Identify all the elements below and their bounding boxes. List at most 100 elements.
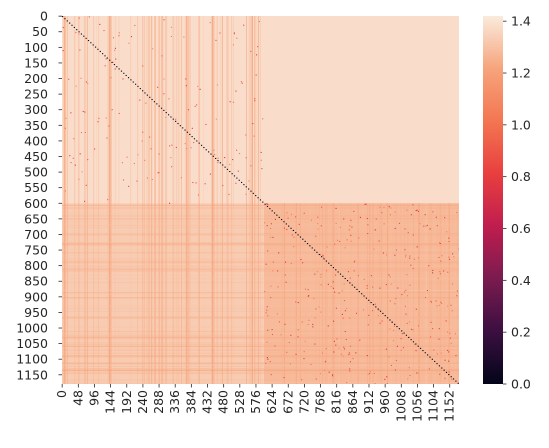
heatmap-diagonal-cell (146, 94, 148, 96)
heatmap-diagonal-cell (330, 264, 332, 266)
heatmap-speck (448, 237, 450, 239)
heatmap-stripe-row (62, 307, 459, 309)
heatmap-speck (417, 210, 420, 212)
heatmap-diagonal-cell (196, 140, 198, 142)
heatmap-diagonal-cell (363, 295, 365, 297)
y-tick-label-50: 50 (32, 24, 48, 39)
heatmap-speck (303, 212, 305, 214)
heatmap-speck (217, 157, 219, 159)
heatmap-stripe-row (62, 274, 459, 276)
heatmap-speck (97, 121, 99, 123)
heatmap-speck (238, 152, 241, 155)
heatmap-diagonal-cell (142, 90, 144, 92)
heatmap-speck (349, 370, 351, 372)
heatmap-stripe-row (62, 370, 459, 372)
heatmap-speck (367, 232, 369, 235)
heatmap-diagonal-cell (139, 88, 141, 90)
heatmap-speck (439, 373, 441, 375)
heatmap-speck (315, 308, 317, 310)
heatmap-stripe-row (62, 234, 459, 236)
heatmap-stripe-col (447, 203, 449, 384)
heatmap-speck (290, 334, 292, 336)
heatmap-speck (315, 378, 317, 380)
heatmap-speck (404, 248, 406, 250)
heatmap-stripe-col (227, 16, 229, 384)
heatmap-stripe-row (62, 368, 459, 370)
heatmap-stripe-col (333, 203, 334, 384)
heatmap-speck (355, 312, 358, 314)
heatmap-diagonal-cell (339, 273, 342, 275)
heatmap-diagonal-cell (401, 330, 403, 332)
heatmap-speck (62, 50, 64, 52)
heatmap-speck (426, 224, 428, 226)
heatmap-stripe-col (433, 203, 435, 384)
heatmap-speck (257, 46, 259, 48)
heatmap-speck (349, 277, 351, 279)
heatmap-stripe-row (62, 260, 459, 262)
heatmap-stripe-col (63, 16, 65, 384)
heatmap-speck (122, 179, 125, 181)
heatmap-diagonal-cell (250, 190, 252, 192)
heatmap-speck (286, 351, 288, 353)
x-tick-label-480: 480 (216, 390, 231, 414)
heatmap-stripe-col (422, 203, 424, 384)
heatmap-speck (288, 341, 290, 344)
heatmap-diagonal-cell (318, 253, 320, 256)
heatmap-speck (384, 378, 386, 380)
heatmap-diagonal-cell (292, 229, 294, 232)
heatmap-speck (410, 214, 412, 216)
heatmap-speck (330, 286, 332, 288)
heatmap-stripe-row (62, 364, 459, 366)
heatmap-stripe-row (62, 326, 459, 328)
heatmap-stripe-col (436, 203, 438, 384)
heatmap-speck (359, 216, 361, 218)
heatmap-diagonal-cell (264, 203, 266, 205)
heatmap-diagonal-cell (87, 40, 90, 42)
heatmap-speck (272, 236, 274, 238)
heatmap-stripe-col (389, 203, 391, 384)
heatmap-stripe-row (62, 368, 459, 369)
heatmap-speck (332, 281, 334, 283)
heatmap-speck (390, 207, 392, 209)
heatmap-speck (213, 149, 215, 151)
heatmap-speck (333, 340, 335, 342)
heatmap-speck (412, 234, 414, 236)
x-tick-label-864: 864 (345, 390, 360, 414)
heatmap-speck (115, 58, 117, 60)
heatmap-stripe-col (222, 16, 223, 384)
heatmap-speck (145, 102, 147, 104)
y-tick-label-500: 500 (24, 165, 48, 180)
heatmap-stripe-row (62, 297, 459, 299)
heatmap-stripe-col (220, 16, 222, 384)
heatmap-diagonal-cell (177, 122, 179, 125)
heatmap-stripe-row (62, 204, 459, 206)
heatmap-speck (395, 297, 397, 300)
heatmap-speck (192, 181, 194, 184)
heatmap-speck (274, 218, 277, 220)
heatmap-speck (169, 145, 171, 147)
heatmap-speck (65, 117, 67, 119)
heatmap-speck (296, 383, 298, 384)
heatmap-stripe-row (62, 356, 459, 358)
heatmap-stripe-row (62, 382, 459, 383)
heatmap-speck (448, 371, 450, 373)
heatmap-stripe-row (62, 225, 459, 227)
heatmap-stripe-row (62, 219, 459, 220)
heatmap-speck (79, 49, 81, 51)
heatmap-speck (401, 293, 403, 296)
heatmap-speck (405, 254, 407, 256)
heatmap-speck (394, 369, 396, 371)
heatmap-speck (336, 239, 339, 241)
heatmap-speck (447, 349, 449, 351)
heatmap-diagonal-cell (85, 37, 87, 39)
heatmap-stripe-col (296, 203, 297, 384)
heatmap-stripe-col (457, 203, 459, 384)
heatmap-speck (284, 274, 286, 276)
heatmap-diagonal-cell (377, 308, 379, 310)
heatmap-speck (114, 68, 116, 70)
heatmap-speck (407, 232, 409, 234)
x-tick-label-0: 0 (54, 390, 69, 398)
heatmap-speck (414, 343, 416, 345)
heatmap-stripe-col (84, 16, 86, 384)
heatmap-speck (319, 254, 322, 256)
